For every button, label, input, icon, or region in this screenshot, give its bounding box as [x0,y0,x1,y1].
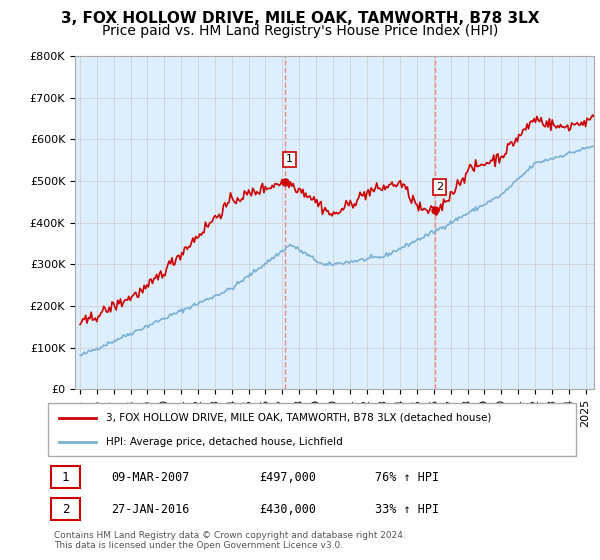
Text: £430,000: £430,000 [259,502,316,516]
Text: 3, FOX HOLLOW DRIVE, MILE OAK, TAMWORTH, B78 3LX (detached house): 3, FOX HOLLOW DRIVE, MILE OAK, TAMWORTH,… [106,413,491,423]
Text: 1: 1 [62,470,69,484]
Text: HPI: Average price, detached house, Lichfield: HPI: Average price, detached house, Lich… [106,437,343,447]
FancyBboxPatch shape [50,498,80,520]
Text: 2: 2 [436,182,443,192]
Text: Price paid vs. HM Land Registry's House Price Index (HPI): Price paid vs. HM Land Registry's House … [102,24,498,38]
FancyBboxPatch shape [48,403,576,456]
FancyBboxPatch shape [50,466,80,488]
Text: 09-MAR-2007: 09-MAR-2007 [112,470,190,484]
Text: 3, FOX HOLLOW DRIVE, MILE OAK, TAMWORTH, B78 3LX: 3, FOX HOLLOW DRIVE, MILE OAK, TAMWORTH,… [61,11,539,26]
Text: 33% ↑ HPI: 33% ↑ HPI [376,502,439,516]
Text: 27-JAN-2016: 27-JAN-2016 [112,502,190,516]
Text: Contains HM Land Registry data © Crown copyright and database right 2024.
This d: Contains HM Land Registry data © Crown c… [54,531,406,550]
Text: £497,000: £497,000 [259,470,316,484]
Text: 2: 2 [62,502,69,516]
Text: 76% ↑ HPI: 76% ↑ HPI [376,470,439,484]
Text: 1: 1 [286,155,293,164]
